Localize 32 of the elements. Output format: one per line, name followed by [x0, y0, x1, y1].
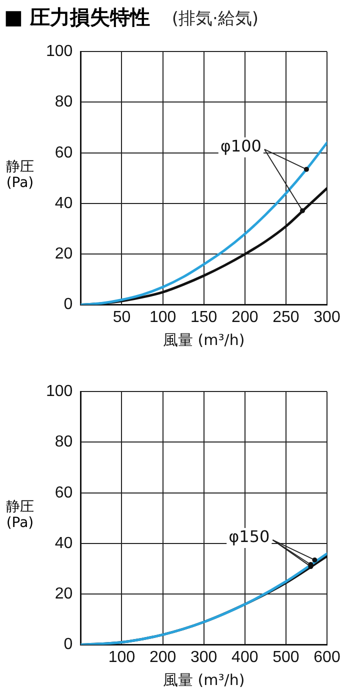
y-tick-label: 100 — [46, 43, 73, 60]
y-tick-label: 60 — [54, 484, 73, 502]
annotation: φ100 — [220, 136, 262, 156]
y-tick-label: 40 — [54, 194, 73, 212]
y-tick-label: 0 — [64, 296, 73, 314]
chart-title: ■ 圧力損失特性 — [4, 5, 150, 29]
y-tick-label: 20 — [54, 246, 73, 263]
x-tick-label: 100 — [108, 648, 136, 666]
y-tick-label: 80 — [54, 434, 73, 451]
x-tick-label: 250 — [272, 308, 300, 326]
x-tick-label: 50 — [112, 308, 131, 326]
x-tick-label: 300 — [314, 308, 340, 326]
y-tick-label: 40 — [54, 534, 73, 552]
chart-subtitle: (排気·給気) — [172, 9, 259, 29]
x-tick-label: 400 — [232, 648, 258, 666]
y-tick-label: 100 — [46, 383, 73, 400]
y-tick-label: 20 — [54, 586, 73, 603]
x-tick-label: 150 — [190, 308, 218, 326]
y-axis-title: 静圧(Pa) — [5, 159, 35, 191]
x-tick-label: 100 — [149, 308, 176, 326]
y-axis-title: 静圧(Pa) — [5, 499, 35, 531]
y-tick-label: 80 — [54, 94, 73, 111]
x-tick-label: 200 — [149, 648, 176, 666]
annotation: φ150 — [228, 527, 270, 546]
y-tick-label: 0 — [64, 636, 73, 654]
x-tick-label: 200 — [232, 308, 258, 326]
x-tick-label: 600 — [314, 648, 340, 666]
y-tick-label: 60 — [54, 144, 73, 162]
x-tick-label: 500 — [272, 648, 300, 666]
x-axis-title: 風量 (m³/h) — [163, 670, 245, 689]
x-axis-title: 風量 (m³/h) — [163, 330, 245, 349]
x-tick-label: 300 — [190, 648, 218, 666]
